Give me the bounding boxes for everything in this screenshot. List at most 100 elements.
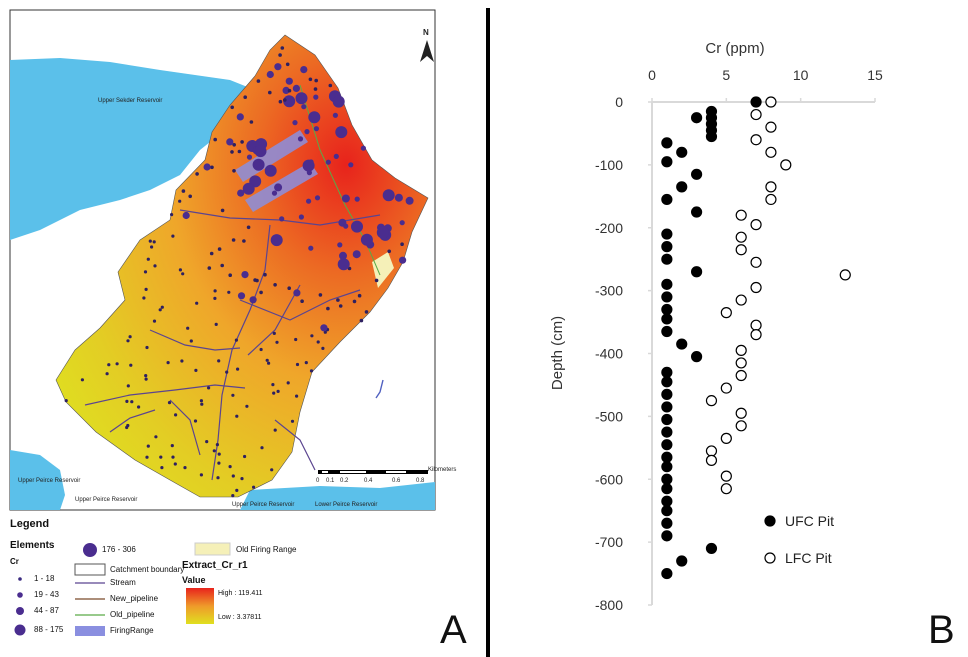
ufc-pit-point (661, 388, 673, 400)
sample-point (287, 286, 292, 291)
place-upper-peirce-3: Upper Peirce Reservoir (232, 502, 295, 508)
place-upper-peirce-2: Upper Peirce Reservoir (75, 497, 138, 503)
scale-bar-white-1 (322, 471, 328, 473)
lfc-pit-point (735, 231, 747, 243)
ufc-pit-point (676, 555, 688, 567)
sample-point (186, 326, 190, 330)
scale-tick-2: 0.2 (340, 478, 349, 484)
legend-marker-lfc (764, 552, 776, 564)
lfc-pit-point (780, 159, 792, 171)
sample-point (236, 367, 240, 371)
sample-point (188, 194, 192, 199)
sample-point (207, 266, 212, 270)
sample-point (283, 98, 287, 102)
ufc-pit-point (661, 241, 673, 253)
ufc-pit-point (661, 517, 673, 529)
scale-unit: Kilometers (428, 467, 457, 473)
sample-point (171, 455, 175, 459)
legend-cr-label: Cr (10, 557, 19, 566)
sample-point (227, 290, 231, 294)
sample-point (283, 95, 296, 108)
sample-point (181, 189, 186, 193)
sample-point (285, 62, 290, 67)
sample-point (144, 287, 148, 291)
sample-point (348, 162, 354, 168)
upper-seletar-reservoir (10, 58, 255, 240)
legend-class-5-dot (83, 543, 97, 557)
sample-point (240, 140, 244, 144)
sample-point (316, 340, 320, 344)
sample-point (160, 466, 164, 470)
sample-point (387, 249, 392, 254)
sample-point (216, 476, 220, 480)
sample-point (256, 79, 261, 83)
chromium-map (9, 9, 436, 636)
sample-point (235, 488, 239, 492)
sample-point (205, 440, 209, 444)
chart-panel: Cr (ppm) Depth (cm) 0 5 10 15 0 -100 -200 -300 -… (490, 0, 968, 657)
ufc-pit-point (661, 253, 673, 265)
sample-point (332, 95, 345, 108)
ufc-pit-point (676, 181, 688, 193)
ufc-pit-point (661, 530, 673, 542)
y-tick-label: -500 (595, 408, 623, 424)
sample-point (130, 400, 134, 404)
sample-point (314, 78, 319, 83)
ufc-pit-point (691, 112, 703, 124)
sample-point (270, 468, 274, 472)
sample-point (337, 242, 343, 248)
legend-stream: Stream (110, 578, 136, 587)
sample-point (225, 370, 229, 374)
catchment-area (55, 34, 429, 498)
scale-bar-white-2 (340, 471, 366, 473)
sample-point (295, 362, 300, 367)
sample-point (146, 257, 150, 261)
sample-point (195, 301, 199, 305)
sample-point (105, 372, 109, 376)
legend-firing-range: FiringRange (110, 626, 154, 635)
scale-tick-0: 0 (316, 478, 320, 484)
ufc-pit-point (661, 366, 673, 378)
panel-divider (486, 8, 490, 657)
lfc-pit-point (735, 420, 747, 432)
ufc-pit-point (705, 130, 718, 143)
sample-point (145, 455, 149, 459)
sample-point (297, 136, 304, 142)
depth-profile-chart: Cr (ppm) Depth (cm) 0 5 10 15 0 -100 -200 -300 -… (549, 40, 883, 613)
sample-point (308, 111, 321, 124)
y-tick-label: -400 (595, 346, 623, 362)
sample-point (231, 494, 235, 498)
sample-point (323, 330, 327, 334)
scale-tick-5: 0.8 (416, 478, 425, 484)
sample-point (306, 170, 312, 176)
sample-point (231, 474, 235, 478)
sample-point (293, 289, 301, 297)
panel-label-a: A (440, 608, 467, 652)
sample-point (167, 401, 172, 405)
x-tick-label: 0 (648, 67, 656, 83)
legend-elements-title: Elements (10, 540, 55, 551)
sample-point (290, 419, 295, 423)
legend-class-1-dot (18, 577, 22, 581)
sample-point (285, 77, 293, 85)
sample-point (178, 268, 182, 272)
legend-raster-title: Extract_Cr_r1 (182, 560, 248, 571)
sample-point (394, 193, 403, 202)
sample-point (153, 264, 157, 268)
y-tick-label: -200 (595, 220, 623, 236)
sample-point (217, 359, 221, 363)
legend-old-firing-range-box (194, 542, 231, 556)
data-marks (661, 96, 851, 580)
legend-high: High : 119.411 (218, 590, 263, 597)
ufc-pit-point (661, 483, 673, 495)
y-tick-label: -300 (595, 283, 623, 299)
sample-point (298, 214, 304, 220)
lfc-pit-point (750, 256, 762, 268)
sample-point (308, 159, 314, 165)
north-arrow-icon (420, 40, 434, 62)
sample-point (351, 220, 363, 233)
ufc-pit-point (691, 351, 703, 363)
lfc-pit-point (765, 181, 777, 193)
y-tick-label: -100 (595, 157, 623, 173)
sample-point (273, 428, 277, 432)
